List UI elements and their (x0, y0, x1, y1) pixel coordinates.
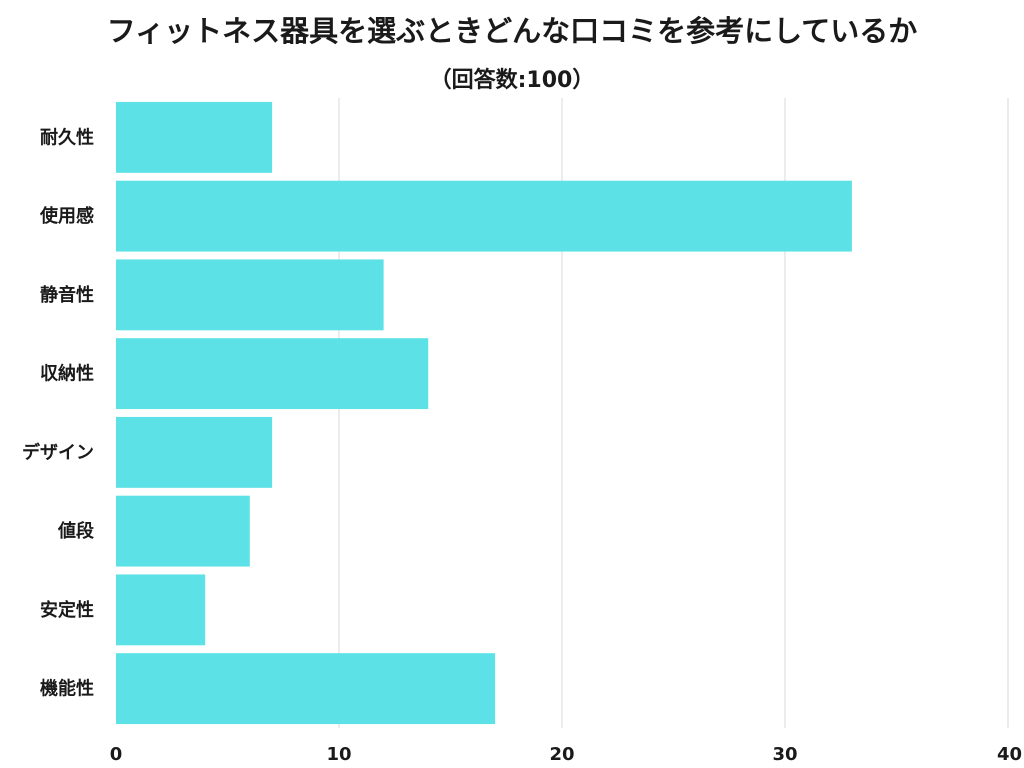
bar-4 (116, 338, 429, 410)
chart-subtitle: （回答数:100） (429, 68, 595, 93)
x-tick-label-30: 30 (772, 744, 797, 765)
bar-3 (116, 259, 384, 331)
x-tick-label-10: 10 (326, 744, 351, 765)
category-label-8: 機能性 (40, 678, 94, 700)
bar-1 (116, 101, 273, 173)
bar-2 (116, 180, 852, 252)
x-tick-label-40: 40 (997, 744, 1022, 765)
bar-6 (116, 495, 250, 567)
category-label-6: 値段 (57, 520, 95, 542)
x-tick-label-20: 20 (549, 744, 574, 765)
category-label-5: デザイン (22, 441, 94, 463)
category-label-4: 収納性 (40, 363, 94, 385)
bar-8 (116, 653, 496, 725)
category-label-2: 使用感 (39, 205, 94, 227)
category-label-1: 耐久性 (40, 126, 94, 148)
category-label-7: 安定性 (40, 599, 94, 621)
category-label-3: 静音性 (40, 284, 94, 306)
bar-5 (116, 416, 273, 488)
chart-title: フィットネス器具を選ぶときどんな口コミを参考にしているか (106, 14, 918, 48)
x-tick-label-0: 0 (110, 744, 123, 765)
bar-7 (116, 574, 206, 646)
